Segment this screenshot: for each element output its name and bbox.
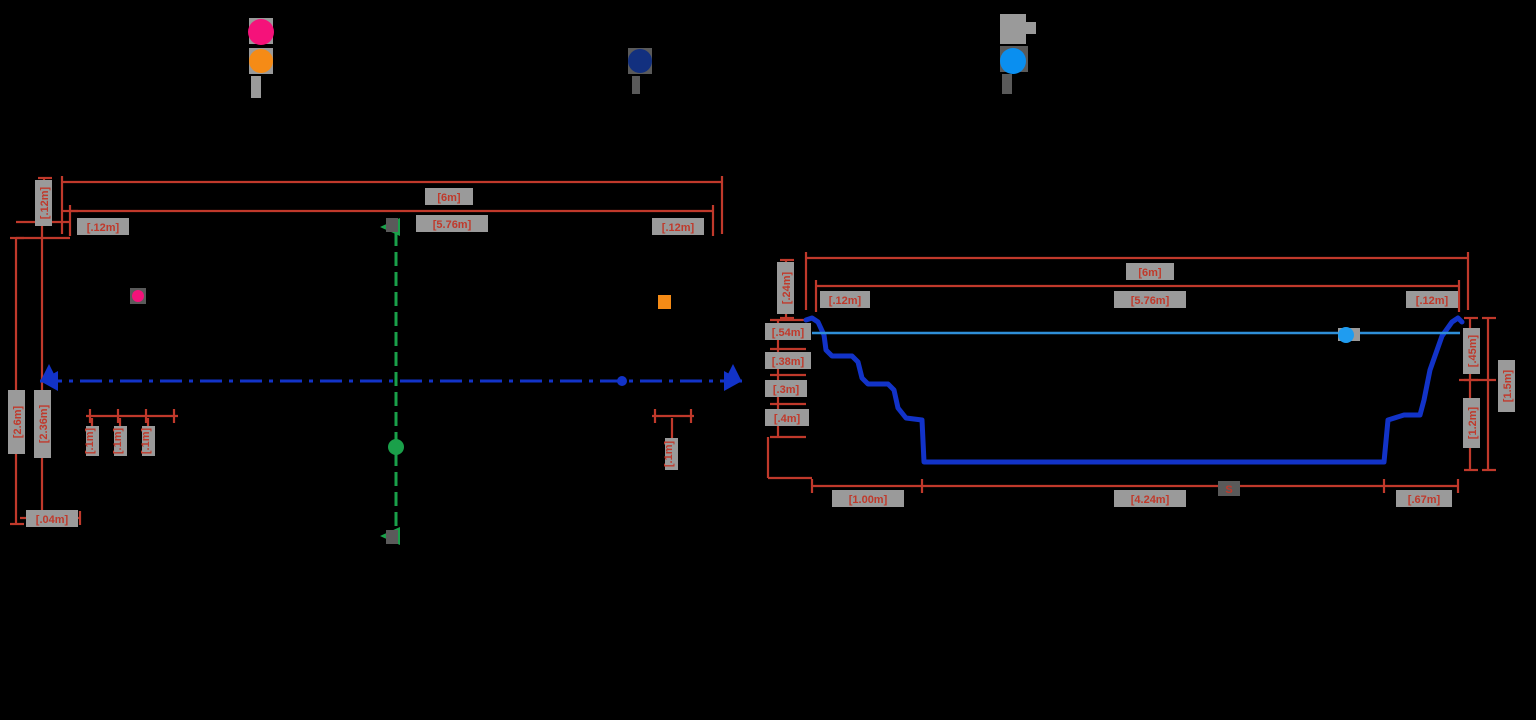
- slope-label-redaction: [1218, 481, 1240, 496]
- plan-centerline: [40, 364, 742, 391]
- section-left-wall-label: [.12m]: [829, 295, 862, 307]
- section-step3-label: [.3m]: [773, 384, 800, 396]
- section-cut-line-cc: [380, 218, 404, 545]
- section-step1-label: [.54m]: [772, 327, 805, 339]
- section-label-top-redaction: [386, 218, 398, 232]
- section-dimension-labels: [6m] [5.76m] [.12m] [.12m] [.24m] [.54m]…: [765, 262, 1515, 507]
- redaction-block-navy-tail: [632, 76, 640, 94]
- marker-pink-icon[interactable]: [248, 19, 274, 45]
- section-bottom-right-label: [.67m]: [1408, 494, 1441, 506]
- plan-marker-orange-icon[interactable]: [658, 295, 671, 309]
- plan-bottom-offset-label: [.04m]: [36, 514, 69, 526]
- redaction-block-pink-tail: [251, 76, 261, 98]
- redaction-block-label-tab: [1024, 22, 1036, 34]
- pool-floor-profile: [803, 315, 1465, 465]
- marker-navy-icon[interactable]: [628, 49, 652, 73]
- plan-detail-label-3: [.1m]: [140, 428, 152, 455]
- plan-overall-width-label: [6m]: [437, 192, 461, 204]
- section-inner-width-label: [5.76m]: [1131, 295, 1170, 307]
- slope-label: S: [1225, 484, 1232, 496]
- section-right-lower-label: [1.2m]: [1467, 406, 1479, 439]
- plan-right-detail-label: [.1m]: [663, 441, 675, 468]
- arrow-up-left-icon: [41, 364, 57, 380]
- plan-detail-label-2: [.1m]: [112, 428, 124, 455]
- section-right-upper-label: [.45m]: [1467, 334, 1479, 367]
- plan-wall-thickness-label: [.12m]: [39, 186, 51, 219]
- plan-right-wall-label: [.12m]: [662, 222, 695, 234]
- water-marker-icon[interactable]: [1338, 327, 1354, 343]
- section-bottom-left-label: [1.00m]: [849, 494, 888, 506]
- marker-orange-icon[interactable]: [249, 49, 273, 73]
- section-top-left-wall-label: [.24m]: [781, 271, 793, 304]
- plan-left-wall-label: [.12m]: [87, 222, 120, 234]
- section-bottom-middle-label: [4.24m]: [1131, 494, 1170, 506]
- redaction-block-label: [1000, 14, 1026, 44]
- marker-cyan-icon[interactable]: [1000, 48, 1026, 74]
- plan-inner-width-label: [5.76m]: [433, 219, 472, 231]
- centerline-node[interactable]: [617, 376, 627, 386]
- section-midpoint: [388, 439, 404, 455]
- section-right-total-label: [1.5m]: [1502, 369, 1514, 402]
- plan-overall-height-label: [2.6m]: [12, 405, 24, 438]
- section-step4-label: [.4m]: [774, 413, 801, 425]
- section-step2-label: [.38m]: [772, 356, 805, 368]
- arrow-up-right-icon: [725, 364, 741, 380]
- redaction-block-cyan-tail: [1002, 74, 1012, 94]
- plan-dimension-labels: [6m] [5.76m] [.12m] [.12m] [.12m] [2.6m]…: [8, 180, 704, 527]
- section-label-bottom-redaction: [386, 530, 398, 544]
- plan-marker-pink-icon[interactable]: [132, 290, 144, 302]
- plan-inner-height-label: [2.36m]: [38, 404, 50, 443]
- plan-detail-label-1: [.1m]: [84, 428, 96, 455]
- section-dimension-lines: [766, 252, 1496, 493]
- section-right-wall-label: [.12m]: [1416, 295, 1449, 307]
- section-overall-width-label: [6m]: [1138, 267, 1162, 279]
